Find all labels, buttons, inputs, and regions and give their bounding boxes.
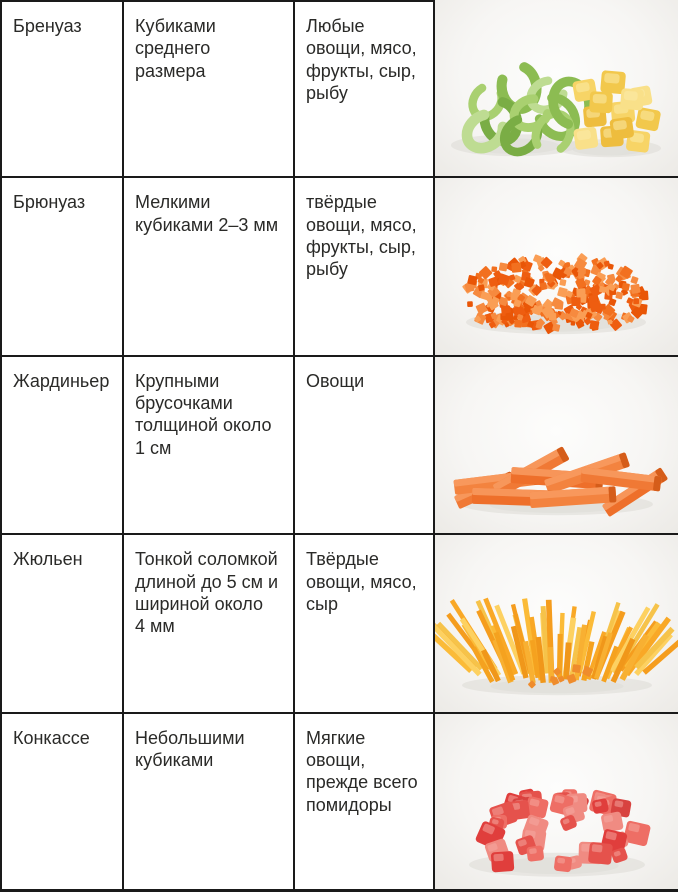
cut-usage-cell: Мягкие овощи, прежде всего помидоры	[295, 713, 435, 892]
cut-description-cell: Мелкими кубиками 2–3 мм	[124, 178, 295, 357]
cut-description-cell: Тонкой соломкой длиной до 5 см и шириной…	[124, 535, 295, 714]
cut-name-cell: Конкассе	[0, 713, 124, 892]
cut-usage-cell: Твёрдые овощи, мясо, сыр	[295, 535, 435, 714]
cut-usage-cell: твёрдые овощи, мясо, фрукты, сыр, рыбу	[295, 178, 435, 357]
cut-usage-cell: Овощи	[295, 356, 435, 536]
julienne-strips-fan-photo	[435, 597, 678, 695]
photo-cell-julienne	[435, 535, 678, 714]
carrot-batons-photo	[453, 447, 668, 517]
photo-cell-concasse	[435, 713, 678, 892]
cut-name-cell: Брюнуаз	[0, 178, 124, 357]
cut-description-cell: Крупными брусочками толщиной около 1 см	[124, 356, 295, 536]
celery-slices-and-yellow-cubes-photo	[451, 62, 661, 158]
photo-cell-jardiniere	[435, 356, 678, 536]
cut-description-cell: Небольшими кубиками	[124, 713, 295, 892]
cut-name-cell: Жюльен	[0, 535, 124, 714]
photo-cell-brunoise	[435, 178, 678, 357]
cut-usage-cell: Любые овощи, мясо, фрукты, сыр, рыбу	[295, 0, 435, 179]
fine-diced-carrot-pile-photo	[462, 252, 649, 334]
diced-tomato-pile-photo	[469, 788, 651, 877]
cut-description-cell: Кубиками среднего размера	[124, 0, 295, 179]
cut-name-cell: Бренуаз	[0, 0, 124, 179]
photo-cell-brenoise	[435, 0, 678, 179]
cut-name-cell: Жардиньер	[0, 356, 124, 536]
